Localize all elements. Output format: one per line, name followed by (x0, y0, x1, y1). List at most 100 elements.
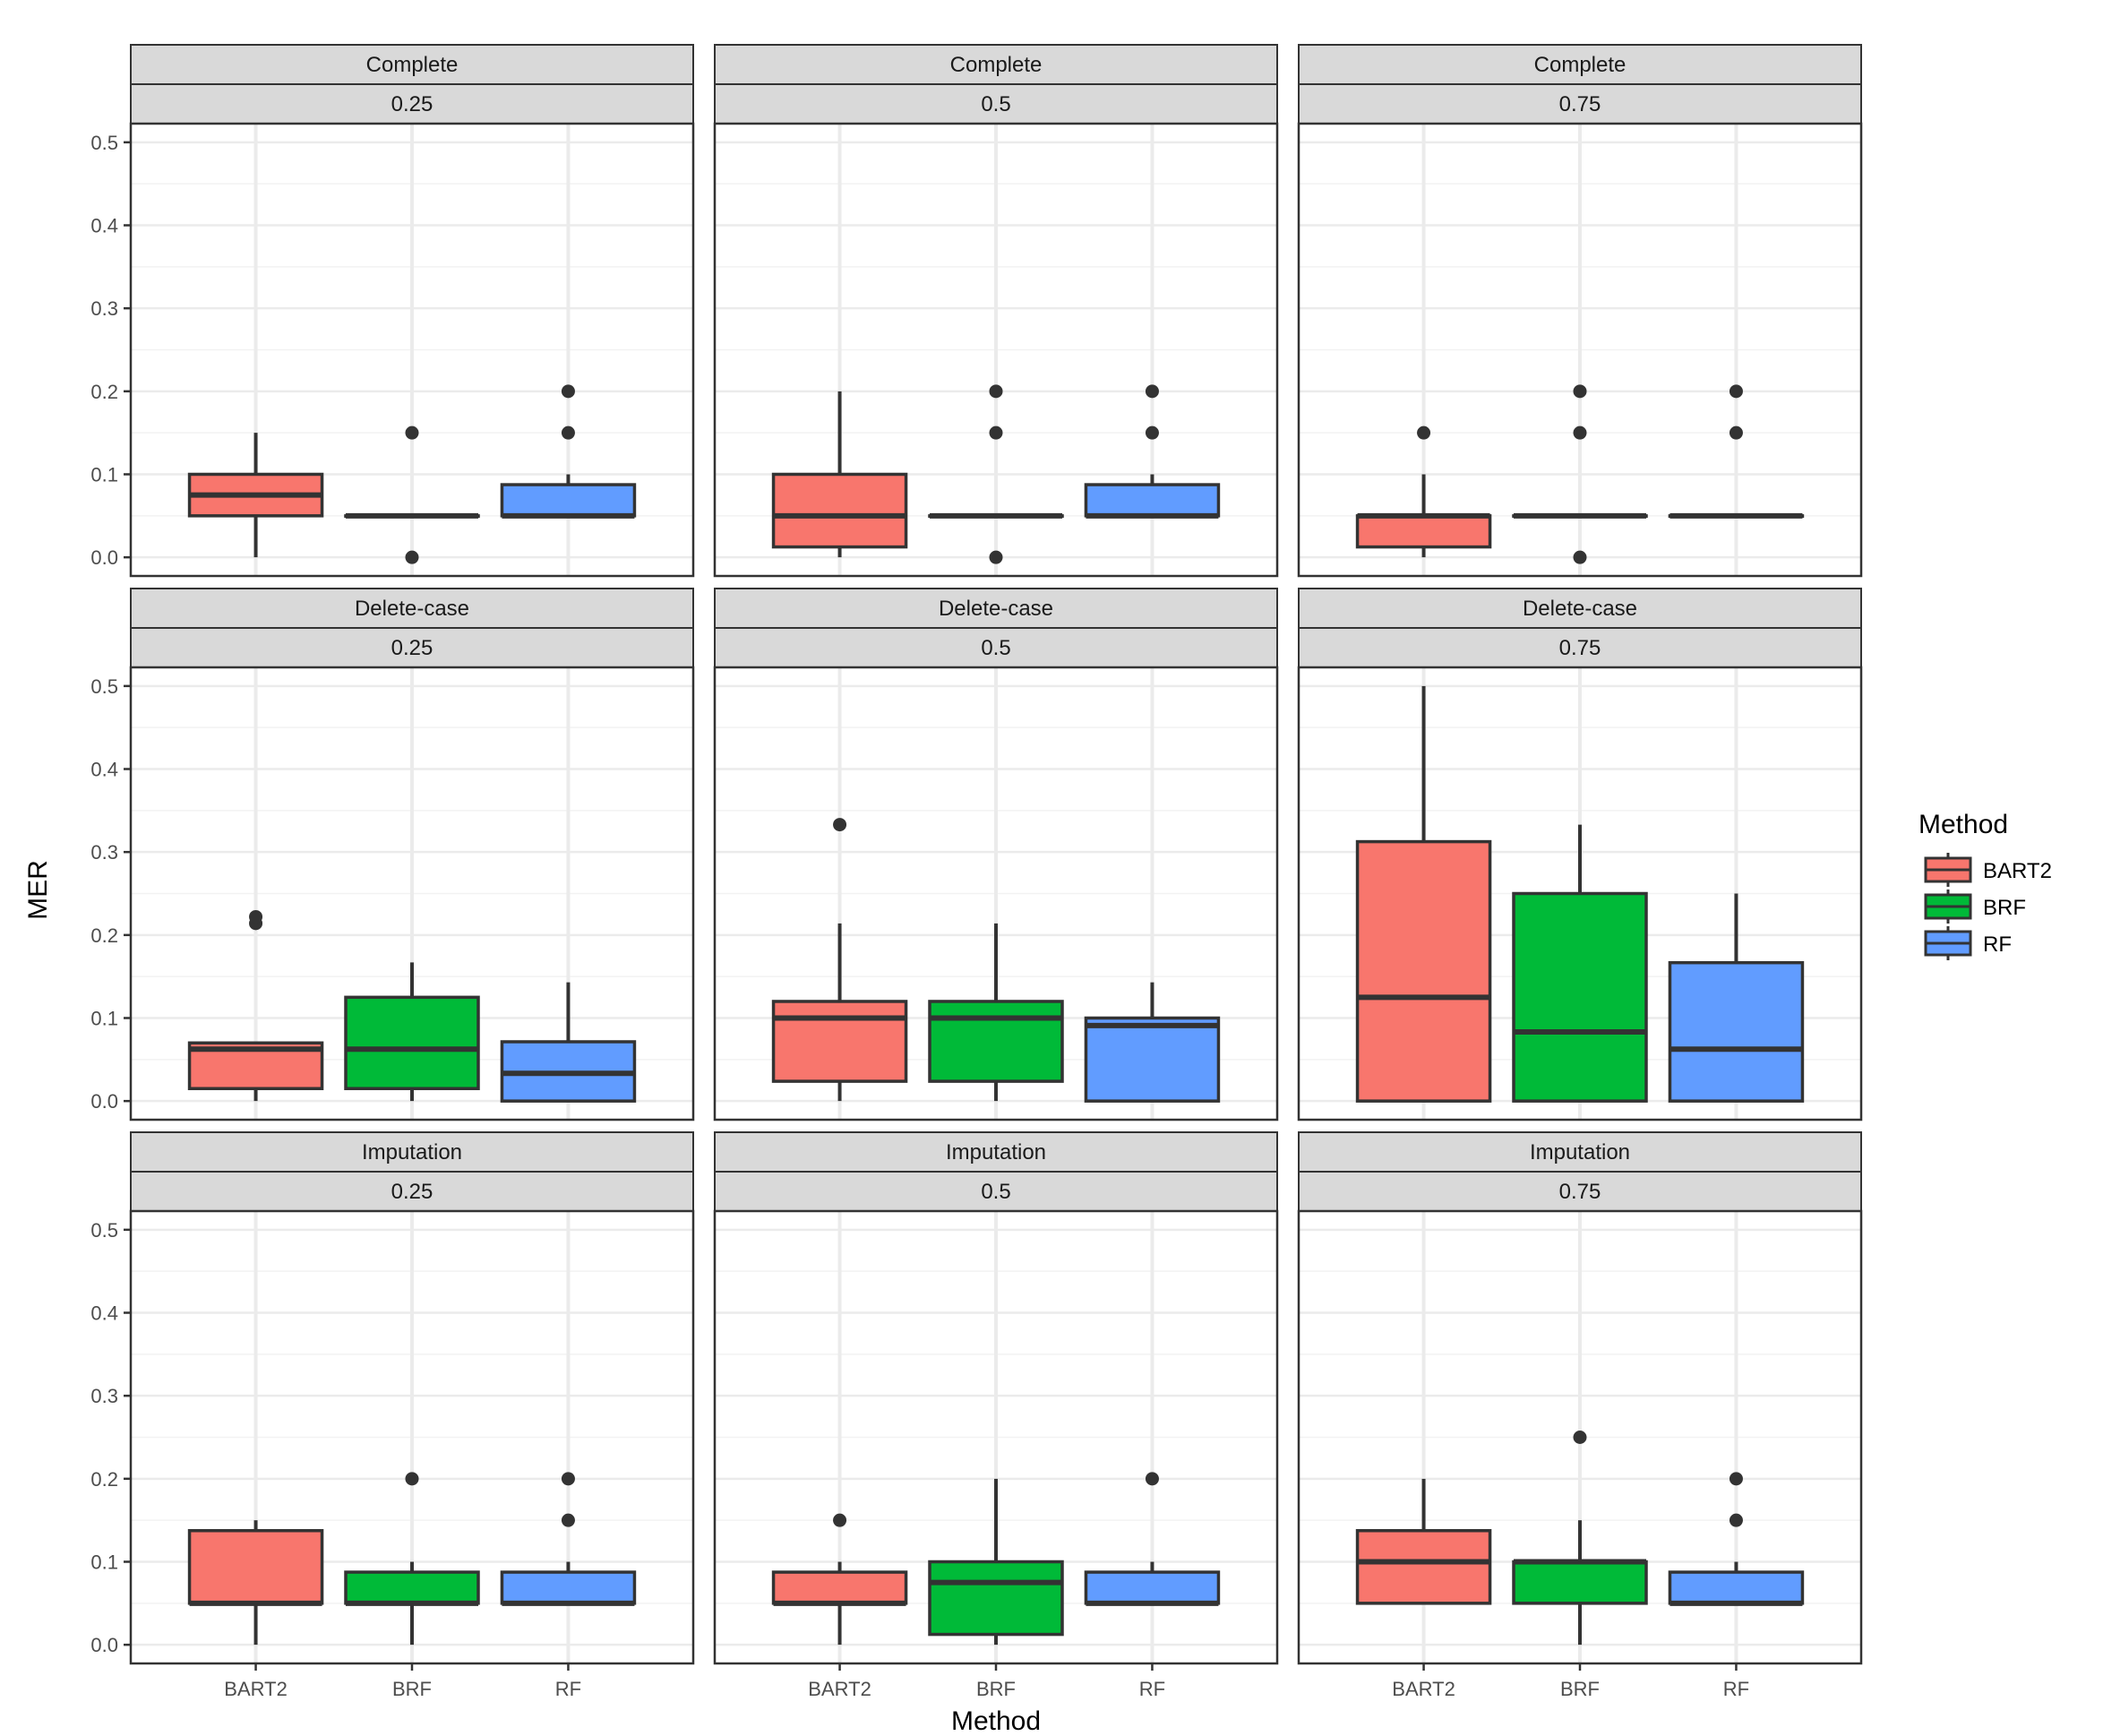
box-iqr (1512, 1560, 1648, 1605)
facet-strip-row-label: Delete-case (1523, 597, 1637, 621)
boxplot-rf (1668, 893, 1805, 1103)
outlier-point (1729, 1472, 1743, 1486)
facet-strip-row-label: Complete (1534, 53, 1627, 77)
outlier-point (989, 384, 1003, 399)
box-iqr (1084, 1570, 1221, 1605)
boxplot-rf (1084, 1472, 1221, 1606)
facet-strip-col (714, 1171, 1278, 1212)
outlier-point (1145, 425, 1159, 440)
legend-label: BRF (1983, 896, 2026, 920)
box-iqr (344, 995, 480, 1091)
outlier-point (1573, 550, 1587, 564)
facet-panel: Complete 0.25 0.0 0.1 0.2 0.3 0.4 0.5 (90, 44, 695, 578)
boxplot-brf (1512, 384, 1648, 564)
y-tick-label: 0.2 (90, 381, 118, 403)
x-tick-label: BART2 (808, 1678, 871, 1700)
boxplot-rf (1084, 982, 1221, 1103)
boxplot-bart2 (1355, 425, 1492, 558)
outlier-point (1573, 1431, 1587, 1444)
y-tick-label: 0.1 (90, 463, 118, 486)
y-tick-label: 0.2 (90, 924, 118, 947)
facet-panel: Delete-case 0.75 (1297, 588, 1863, 1122)
outlier-point (1729, 1513, 1743, 1527)
outlier-point (989, 425, 1003, 440)
facet-strip-col (1298, 1171, 1862, 1212)
outlier-point (1573, 384, 1587, 399)
y-tick-label: 0.0 (90, 1090, 118, 1113)
outlier-point (1729, 425, 1743, 440)
boxplot-bart2 (771, 1513, 908, 1646)
outlier-point (1417, 425, 1431, 440)
facet-panel: Delete-case 0.25 0.0 0.1 0.2 0.3 0.4 0.5 (90, 588, 695, 1122)
box-iqr (1668, 1570, 1805, 1605)
facet-strip-col (1298, 627, 1862, 668)
outlier-point (1145, 1472, 1159, 1486)
box-iqr (1084, 483, 1221, 518)
outlier-point (561, 1472, 575, 1486)
y-tick-label: 0.5 (90, 1219, 118, 1242)
outlier-point (249, 909, 263, 924)
x-tick-label: RF (555, 1678, 581, 1700)
y-tick-label: 0.3 (90, 841, 118, 864)
facet-strip-col-label: 0.5 (981, 92, 1010, 116)
boxplot-brf (928, 1478, 1064, 1646)
box-iqr (1355, 839, 1492, 1103)
facet-strip-col-label: 0.75 (1559, 1180, 1601, 1204)
box-iqr (771, 1000, 908, 1083)
facet-strip-row-label: Complete (366, 53, 459, 77)
y-tick-label: 0.4 (90, 1302, 118, 1325)
legend: Method BART2 BRF RF (1918, 810, 2052, 960)
outlier-point (1573, 425, 1587, 440)
facet-panel: Delete-case 0.5 (713, 588, 1279, 1122)
facet-panel: Imputation 0.25 0.0 0.1 0.2 0.3 0.4 0.5 BART2 BRF… (90, 1131, 695, 1700)
y-tick-label: 0.5 (90, 675, 118, 698)
facet-panel: Imputation 0.5 BART2 BRF RF (713, 1131, 1279, 1700)
y-tick-label: 0.3 (90, 297, 118, 320)
outlier-point (1729, 384, 1743, 399)
facet-strip-row-label: Imputation (362, 1140, 462, 1164)
boxplot-rf (500, 1472, 637, 1606)
legend-label: RF (1983, 932, 2012, 957)
y-tick-label: 0.5 (90, 132, 118, 154)
x-tick-label: RF (1723, 1678, 1749, 1700)
facet-strip-row (130, 44, 694, 85)
boxplot-brf (1512, 824, 1648, 1103)
y-axis-title: MER (23, 860, 53, 920)
boxplot-bart2 (1355, 1478, 1492, 1605)
outlier-point (833, 1513, 847, 1527)
box-iqr (187, 1528, 324, 1605)
boxplot-bart2 (771, 818, 908, 1102)
facet-strip-col-label: 0.75 (1559, 636, 1601, 660)
facet-panel: Complete 0.75 (1297, 44, 1863, 578)
facet-strip-col (130, 1171, 694, 1212)
y-tick-label: 0.1 (90, 1551, 118, 1573)
box-iqr (1355, 1528, 1492, 1605)
facet-strip-col-label: 0.5 (981, 1180, 1010, 1204)
facet-strip-row (1298, 588, 1862, 629)
y-tick-label: 0.4 (90, 759, 118, 781)
facet-strip-col-label: 0.25 (391, 92, 433, 116)
facet-strip-col-label: 0.25 (391, 1180, 433, 1204)
facet-strip-col (1298, 83, 1862, 125)
facet-strip-col (714, 83, 1278, 125)
outlier-point (405, 1472, 419, 1486)
boxplot-brf (344, 962, 480, 1102)
x-tick-label: BRF (976, 1678, 1016, 1700)
boxplot-bart2 (187, 433, 324, 558)
facet-strip-col (714, 627, 1278, 668)
panel-border (1297, 666, 1863, 1122)
boxplot-brf (928, 923, 1064, 1102)
box-iqr (1355, 514, 1492, 549)
facet-strip-col-label: 0.5 (981, 636, 1010, 660)
x-tick-label: RF (1139, 1678, 1165, 1700)
box-iqr (1084, 1016, 1221, 1103)
box-iqr (344, 1570, 480, 1605)
box-iqr (500, 1570, 637, 1605)
y-tick-label: 0.1 (90, 1007, 118, 1029)
facet-panel: Complete 0.5 (713, 44, 1279, 578)
outlier-point (405, 550, 419, 564)
outlier-point (833, 818, 847, 832)
facet-strip-row-label: Imputation (946, 1140, 1046, 1164)
boxplot-rf (1084, 384, 1221, 519)
